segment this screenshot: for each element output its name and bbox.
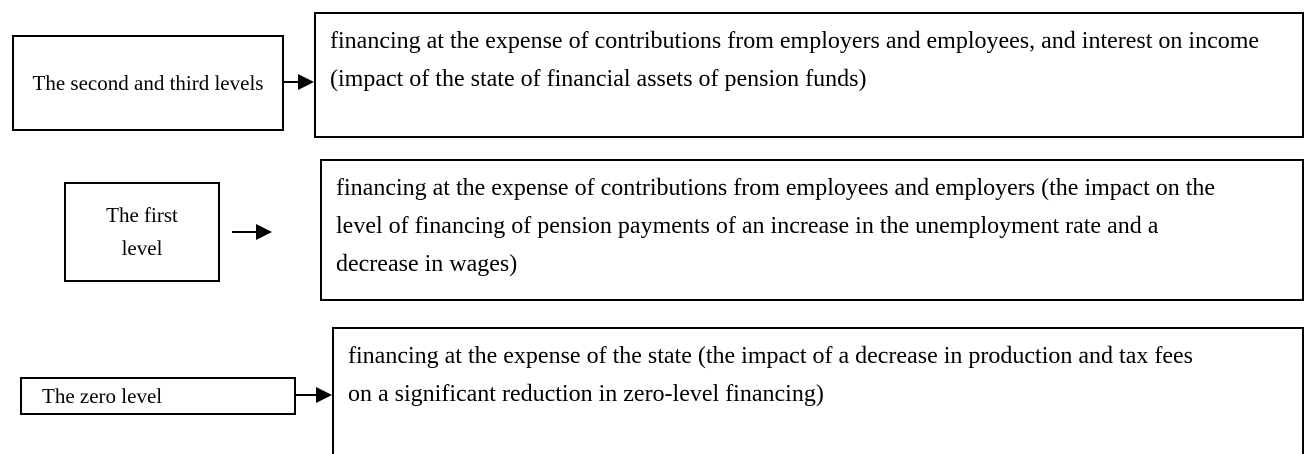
description-box: financing at the expense of contribution… <box>314 12 1304 138</box>
level-box: The first level <box>64 182 220 282</box>
description-box: financing at the expense of the state (t… <box>332 327 1304 454</box>
description-box: financing at the expense of contribution… <box>320 159 1304 301</box>
level-box: The second and third levels <box>12 35 284 131</box>
level-box: The zero level <box>20 377 296 415</box>
